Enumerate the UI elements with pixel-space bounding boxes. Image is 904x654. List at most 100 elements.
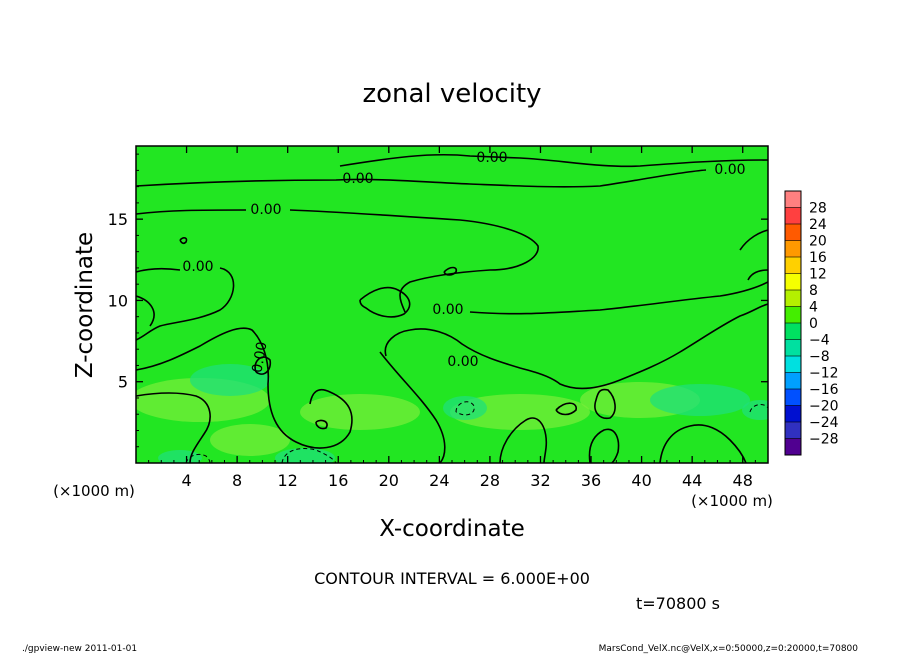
colorbar-label: −24 [809, 415, 839, 431]
plot-area [136, 146, 768, 463]
contour-label: 0.00 [447, 354, 478, 370]
colorbar-swatch [785, 273, 801, 290]
x-tick-label: 40 [631, 471, 651, 490]
contour-label: 0.00 [182, 259, 213, 275]
x-tick-label: 28 [480, 471, 500, 490]
contour-line [136, 267, 235, 341]
y-tick-label: 5 [118, 373, 128, 392]
cool-region [742, 400, 768, 420]
colorbar-swatch [785, 191, 801, 208]
footer-right: MarsCond_VelX.nc@VelX,x=0:50000,z=0:2000… [599, 644, 859, 654]
x-unit-label-right: (×1000 m) [691, 492, 773, 510]
x-tick-label: 44 [682, 471, 702, 490]
contour-line [179, 237, 188, 245]
colorbar-label: −16 [809, 382, 839, 398]
x-axis: 4 8 12 16 20 24 28 32 36 40 44 48 [148, 146, 756, 490]
contour-line [384, 303, 768, 390]
colorbar-swatch [785, 339, 801, 356]
cool-region [190, 364, 270, 396]
colorbar-label: 20 [809, 234, 827, 250]
x-tick-label: 48 [733, 471, 753, 490]
colorbar-label: 12 [809, 267, 827, 283]
contour-line [136, 295, 155, 327]
x-unit-label-left: (×1000 m) [53, 482, 135, 500]
contour-line [359, 286, 411, 318]
contour-line [443, 266, 458, 276]
contour-line [739, 229, 768, 251]
colorbar-swatch [785, 372, 801, 389]
colorbar-label: −4 [809, 333, 830, 349]
colorbar-label: −12 [809, 366, 839, 382]
colorbar-label: 24 [809, 217, 827, 233]
footer-left: ./gpview-new 2011-01-01 [22, 644, 137, 654]
contour-line [588, 428, 620, 463]
negative-contours [185, 401, 768, 463]
colorbar-swatch [785, 405, 801, 422]
contour-label: 0.00 [714, 162, 745, 178]
colorbar-label: −8 [809, 349, 830, 365]
colorbar-label: 28 [809, 201, 827, 217]
contour-line [659, 424, 747, 463]
colorbar-swatch [785, 257, 801, 274]
contour-label: 0.00 [249, 341, 270, 374]
y-axis-label: Z-coordinate [72, 232, 98, 378]
x-tick-label: 36 [581, 471, 601, 490]
colorbar-swatch [785, 224, 801, 241]
colorbar-swatch [785, 356, 801, 373]
contour-line [136, 169, 707, 188]
colorbar-label: −28 [809, 432, 839, 448]
cool-region [275, 448, 335, 463]
colorbar-swatch [785, 207, 801, 224]
contour-line [339, 153, 768, 168]
contour-lines [136, 153, 768, 463]
field-shading [136, 364, 768, 463]
contour-line [594, 388, 616, 420]
contour-line [185, 453, 211, 463]
contour-line [254, 356, 272, 375]
colorbar-swatch [785, 240, 801, 257]
colorbar-swatch [785, 290, 801, 307]
colorbar-label: 4 [809, 300, 818, 316]
x-tick-label: 12 [278, 471, 298, 490]
contour-label: 0.00 [342, 171, 373, 187]
contour-line [136, 327, 353, 449]
contour-line [455, 401, 475, 416]
colorbar-swatch [785, 389, 801, 406]
contour-interval-note: CONTOUR INTERVAL = 6.000E+00 [314, 569, 590, 588]
x-tick-label: 32 [530, 471, 550, 490]
contour-line [747, 269, 768, 281]
contour-line [499, 417, 548, 463]
contour-label: 0.00 [476, 150, 507, 166]
contour-line [136, 392, 211, 463]
x-tick-label: 16 [328, 471, 348, 490]
contour-line [749, 404, 768, 413]
colorbar-swatch [785, 323, 801, 340]
x-tick-label: 24 [429, 471, 449, 490]
contour-line [379, 351, 446, 463]
contour-label: 0.00 [432, 302, 463, 318]
chart-title: zonal velocity [362, 79, 541, 109]
colorbar-label: 16 [809, 250, 827, 266]
cool-region [650, 384, 750, 416]
time-label: t=70800 s [636, 594, 720, 613]
contour-line [281, 448, 337, 463]
contour-line [136, 209, 768, 315]
y-axis: 5 10 15 [108, 153, 768, 448]
x-axis-label: X-coordinate [379, 516, 525, 542]
contour-line [315, 419, 328, 430]
x-tick-label: 20 [379, 471, 399, 490]
x-tick-label: 8 [232, 471, 242, 490]
colorbar-swatch [785, 306, 801, 323]
warm-region [210, 424, 290, 456]
colorbar-swatch [785, 422, 801, 439]
colorbar-swatch [785, 438, 801, 455]
contour-label: 0.00 [250, 202, 281, 218]
colorbar-label: −20 [809, 399, 839, 415]
y-tick-label: 15 [108, 210, 128, 229]
colorbar-label: 8 [809, 283, 818, 299]
x-tick-label: 4 [181, 471, 191, 490]
warm-region [300, 394, 420, 430]
cool-region [443, 396, 487, 420]
